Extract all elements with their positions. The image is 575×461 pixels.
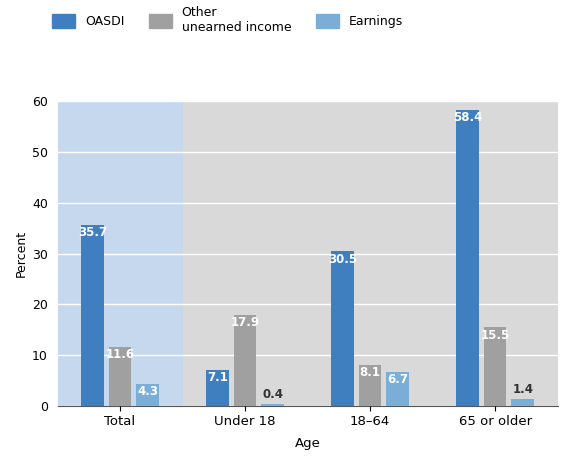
Bar	[81, 225, 104, 406]
Text: 15.5: 15.5	[481, 329, 510, 342]
Bar	[183, 101, 308, 406]
Legend: OASDI, Other
unearned income, Earnings: OASDI, Other unearned income, Earnings	[52, 6, 403, 34]
Bar	[457, 110, 479, 406]
Bar	[136, 384, 159, 406]
Bar	[512, 399, 534, 406]
Text: 4.3: 4.3	[137, 385, 158, 398]
Bar	[234, 315, 256, 406]
Bar	[109, 347, 131, 406]
X-axis label: Age: Age	[295, 437, 321, 450]
Bar	[331, 251, 354, 406]
Text: 17.9: 17.9	[231, 316, 260, 330]
Text: 1.4: 1.4	[512, 383, 533, 396]
Text: 8.1: 8.1	[359, 366, 381, 379]
Bar	[359, 365, 381, 406]
Text: 6.7: 6.7	[387, 373, 408, 386]
Bar	[206, 370, 229, 406]
Bar	[433, 101, 558, 406]
Text: 35.7: 35.7	[78, 226, 107, 239]
Bar	[484, 327, 507, 406]
Text: 7.1: 7.1	[207, 371, 228, 384]
Text: 11.6: 11.6	[105, 349, 135, 361]
Bar	[58, 101, 183, 406]
Text: 58.4: 58.4	[453, 111, 482, 124]
Bar	[262, 404, 284, 406]
Y-axis label: Percent: Percent	[14, 230, 28, 277]
Bar	[386, 372, 409, 406]
Text: 30.5: 30.5	[328, 253, 357, 266]
Bar	[308, 101, 433, 406]
Text: 0.4: 0.4	[262, 388, 283, 401]
